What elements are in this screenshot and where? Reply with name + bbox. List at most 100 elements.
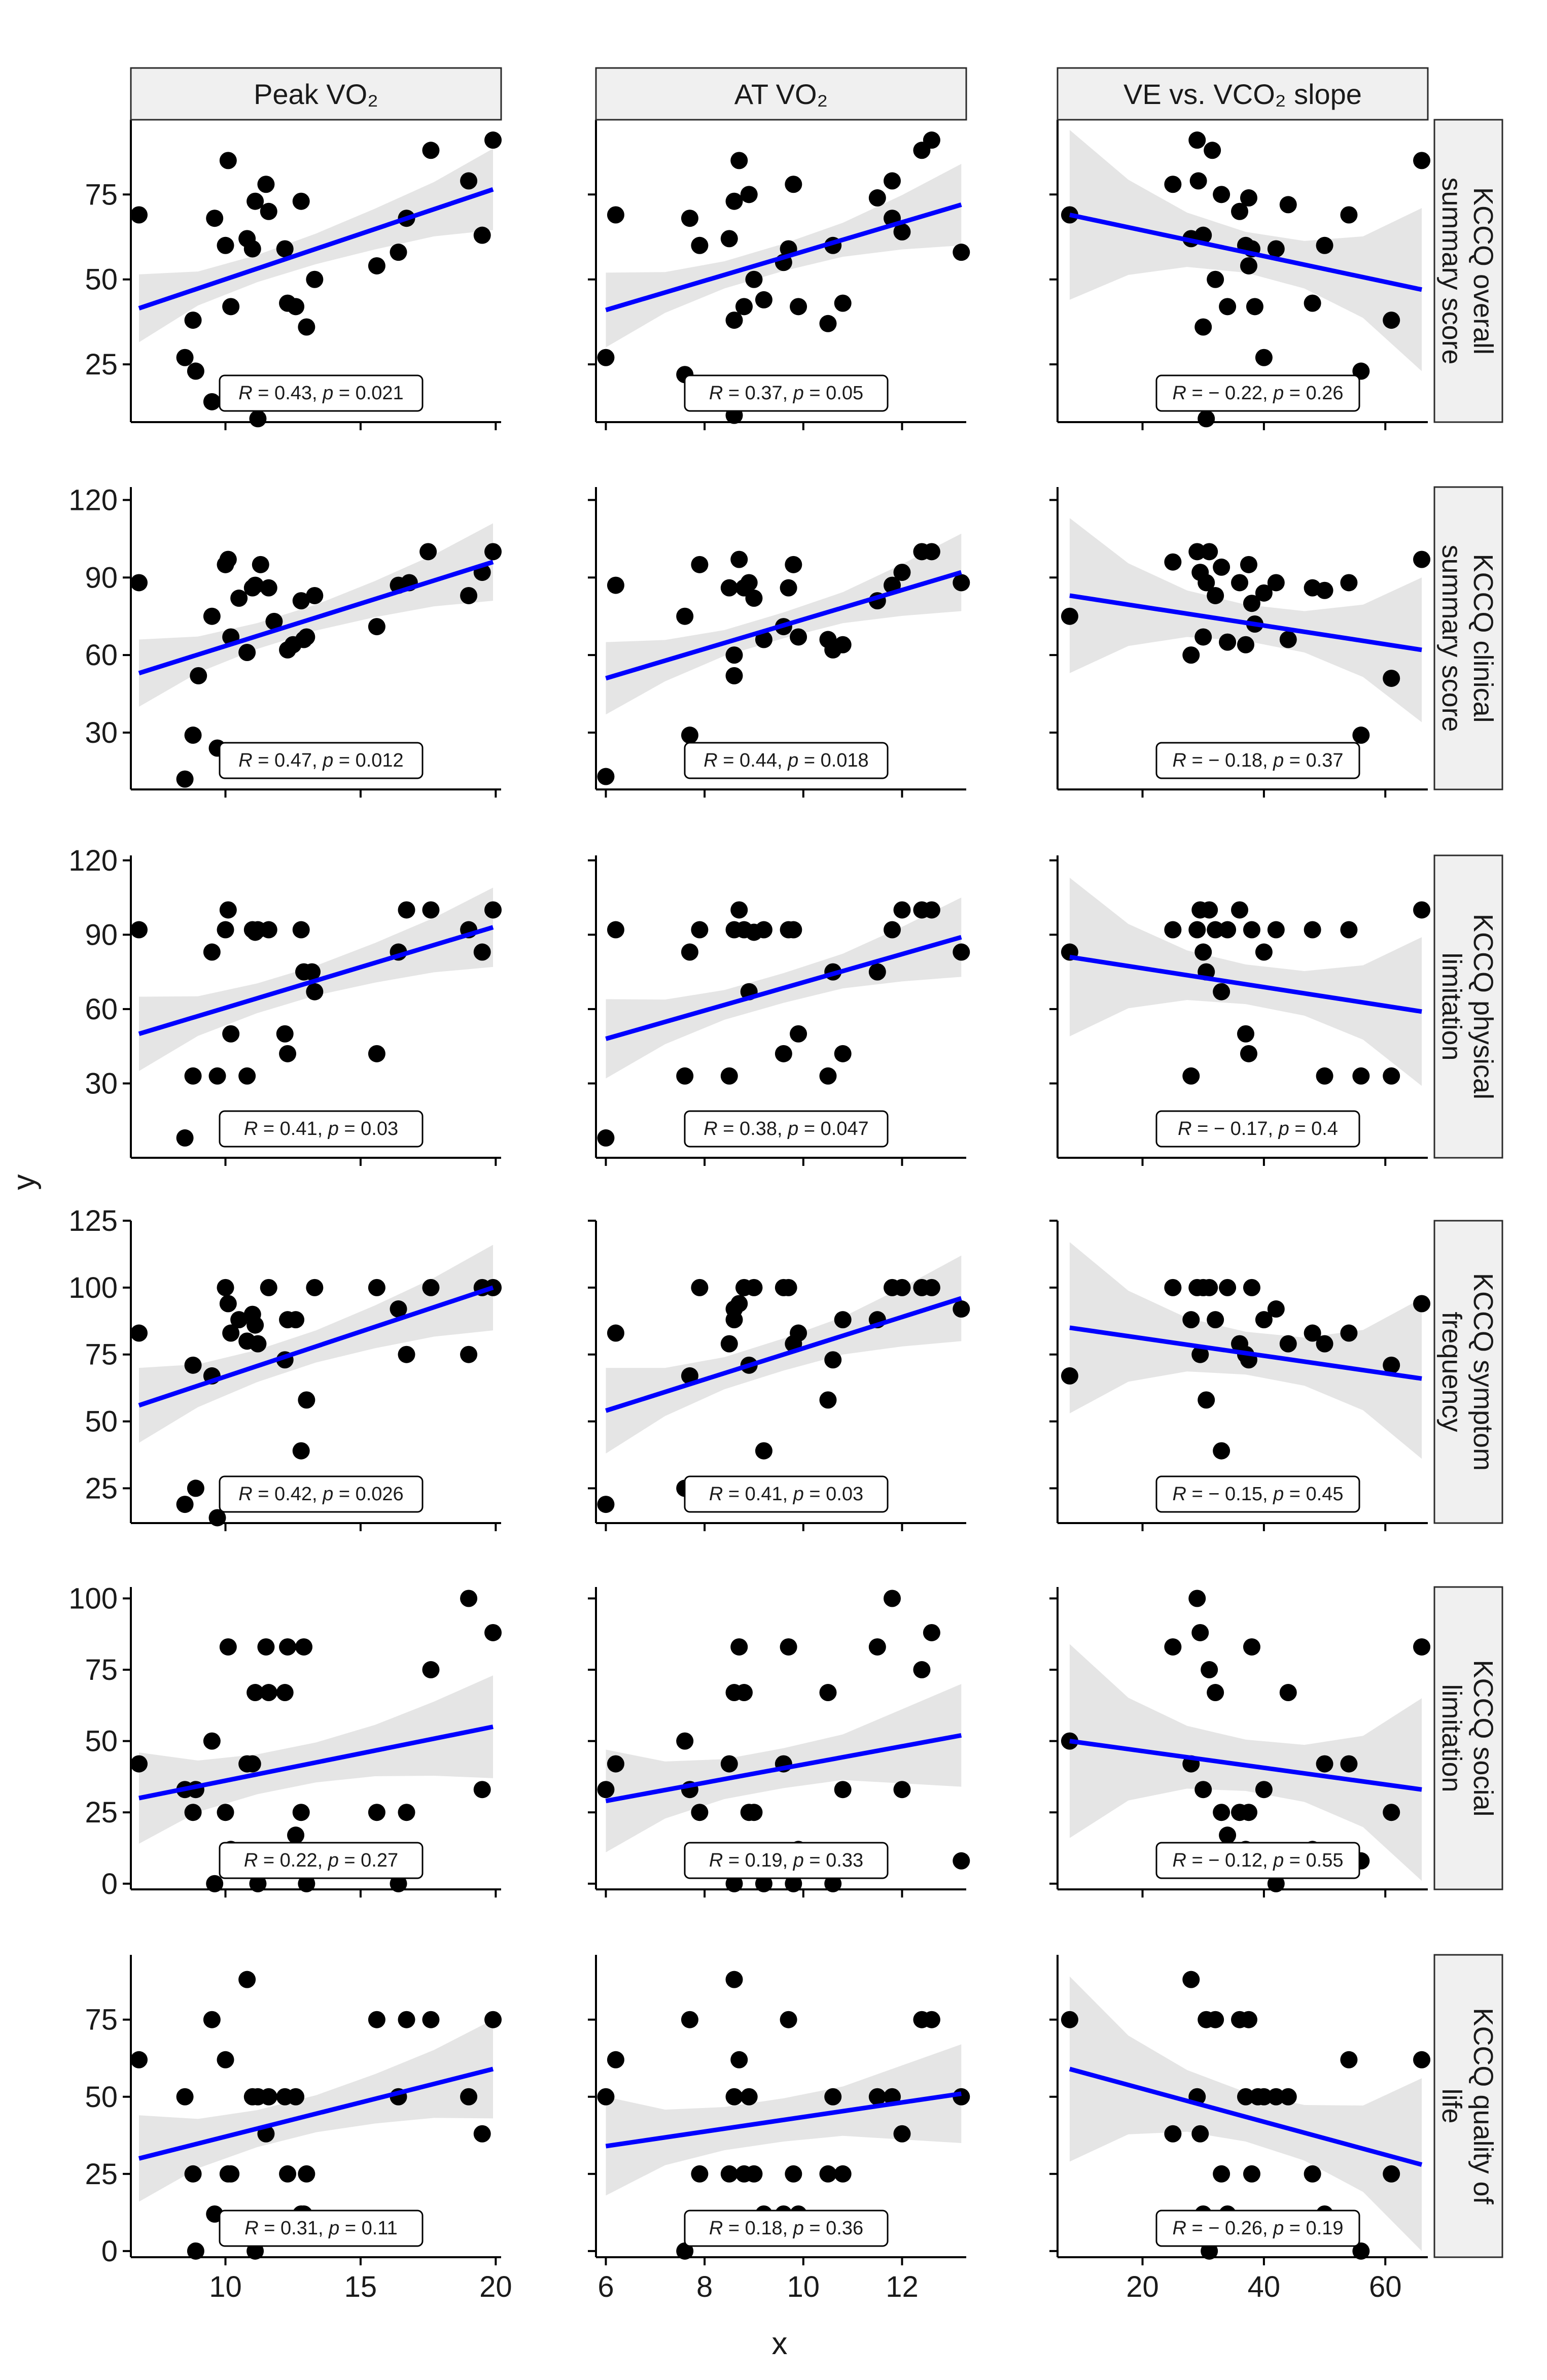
data-point [1191, 1346, 1209, 1363]
confidence-band [1069, 518, 1422, 722]
data-point [176, 2088, 194, 2106]
data-point [755, 631, 772, 648]
data-point [1340, 1755, 1358, 1773]
data-point [597, 768, 615, 785]
scatter-panel: R = − 0.12, p = 0.55 [1049, 1587, 1431, 1898]
data-point [740, 186, 758, 203]
data-point [1188, 543, 1206, 561]
column-strip-box [130, 67, 502, 121]
data-point [1267, 574, 1285, 592]
data-point [785, 176, 802, 193]
data-point [725, 2088, 743, 2106]
data-point [1267, 1300, 1285, 1318]
column-strip-label: AT VO₂ [734, 78, 828, 110]
data-point [287, 298, 305, 316]
data-point [745, 590, 763, 607]
data-point [1182, 1067, 1200, 1085]
row-strip-label: KCCQ quality of [1468, 2008, 1498, 2204]
data-point [1164, 553, 1182, 571]
x-tick-label: 10 [787, 2270, 820, 2303]
data-point [217, 236, 234, 254]
data-point [1352, 727, 1370, 744]
data-point [184, 312, 202, 329]
data-point [780, 1638, 797, 1656]
data-point [681, 727, 698, 744]
regression-line [138, 187, 494, 311]
data-point [1213, 2165, 1230, 2183]
data-point [691, 236, 709, 254]
data-point [484, 901, 502, 919]
confidence-band [138, 148, 494, 342]
data-point [238, 644, 256, 662]
data-point [819, 2165, 837, 2183]
row-strip-label: limitation [1436, 952, 1467, 1060]
y-tick-label: 30 [85, 716, 118, 749]
regression-line [1069, 1739, 1422, 1792]
x-tick-label: 20 [479, 2270, 512, 2303]
confidence-band [138, 2019, 494, 2202]
data-point [1240, 1804, 1257, 1821]
scatter-panel: R = 0.37, p = 0.05 [588, 120, 970, 430]
data-point [1194, 628, 1212, 646]
data-point [720, 1335, 738, 1353]
data-point [681, 1367, 698, 1385]
data-point [868, 189, 886, 207]
data-point [1213, 1804, 1230, 1821]
data-point [607, 2051, 624, 2068]
data-point [893, 2125, 911, 2143]
data-point [755, 1442, 772, 1460]
data-point [780, 579, 797, 597]
data-point [1231, 574, 1249, 592]
row-strip-label: KCCQ physical [1468, 914, 1498, 1099]
data-point [252, 556, 269, 573]
correlation-label-box [1155, 1842, 1360, 1879]
y-tick-label: 25 [85, 1472, 118, 1505]
data-point [203, 1732, 221, 1750]
data-point [217, 1279, 234, 1296]
data-point [184, 1356, 202, 1374]
y-tick-label: 75 [85, 178, 118, 211]
data-point [923, 1279, 940, 1296]
data-point [203, 943, 221, 961]
data-point [249, 1335, 267, 1353]
data-point [819, 1684, 837, 1702]
data-point [257, 1638, 275, 1656]
scatter-panel: 30 60 90 120 R = 0.47, p = 0.012 [68, 484, 502, 798]
regression-line [605, 935, 962, 1041]
regression-line [138, 1724, 494, 1801]
data-point [923, 901, 940, 919]
data-point [1255, 943, 1273, 961]
correlation-label-box [219, 2210, 424, 2247]
data-point [1316, 1335, 1333, 1353]
data-point [1316, 581, 1333, 599]
data-point [676, 1732, 694, 1750]
data-point [203, 393, 221, 410]
data-point [1243, 1638, 1260, 1656]
data-point [953, 1300, 970, 1318]
data-point [176, 1129, 194, 1147]
data-point [785, 1875, 802, 1892]
data-point [1219, 1279, 1237, 1296]
data-point [824, 2088, 842, 2106]
data-point [1204, 142, 1221, 159]
data-point [780, 2011, 797, 2028]
data-point [730, 2051, 748, 2068]
data-point [1219, 921, 1237, 939]
data-point [1243, 595, 1260, 612]
data-point [484, 2011, 502, 2028]
data-point [745, 2165, 763, 2183]
data-point [691, 921, 709, 939]
data-point [819, 315, 837, 332]
data-point [1255, 1781, 1273, 1799]
data-point [260, 579, 277, 597]
data-point [953, 574, 970, 592]
row-strip-label: KCCQ symptom [1468, 1273, 1498, 1471]
data-point [1191, 1624, 1209, 1641]
data-point [222, 1324, 240, 1342]
correlation-label-box [219, 374, 424, 412]
data-point [785, 556, 802, 573]
data-point [187, 2242, 204, 2260]
data-point [184, 1804, 202, 1821]
row-strip-label: summary score [1436, 544, 1467, 732]
data-point [473, 226, 491, 244]
